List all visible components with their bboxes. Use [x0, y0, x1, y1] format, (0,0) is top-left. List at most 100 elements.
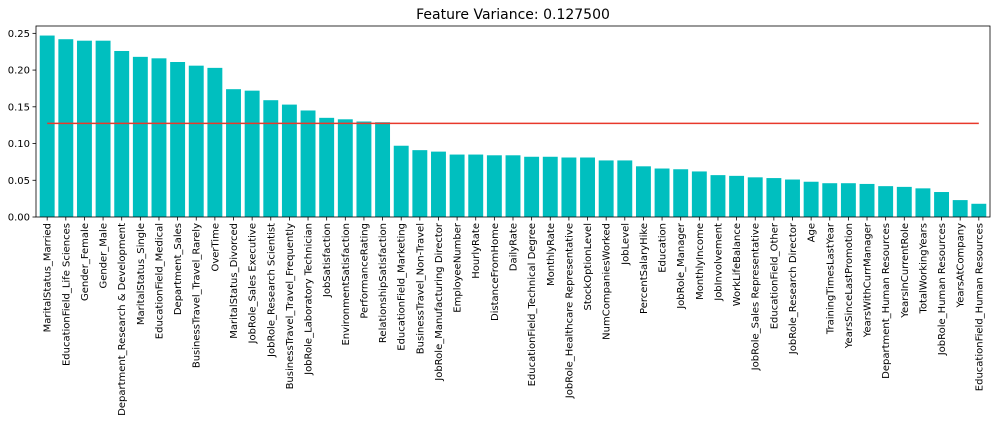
- x-tick-label-48: JobRole_Human Resources: [937, 223, 948, 356]
- bar-11: [244, 90, 260, 217]
- bar-22: [449, 154, 465, 217]
- x-axis-ticks: MaritalStatus_Married EducationField_Life…: [43, 217, 985, 416]
- bar-4: [114, 50, 130, 218]
- bar-25: [505, 155, 521, 217]
- x-tick-label-25: DailyRate: [509, 223, 520, 271]
- x-tick-label-29: StockOptionLevel: [583, 223, 594, 310]
- y-tick-label-2: 0.10: [8, 139, 30, 150]
- x-tick-label-6: EducationField_Medical: [154, 223, 165, 339]
- x-tick-label-23: HourlyRate: [471, 223, 482, 279]
- x-tick-label-14: JobRole_Laboratory Technician: [304, 223, 315, 376]
- x-tick-label-28: JobRole_Healthcare Representative: [564, 223, 575, 399]
- bar-46: [896, 186, 912, 217]
- bar-7: [170, 62, 186, 217]
- bar-17: [356, 121, 372, 217]
- x-tick-label-15: JobSatisfaction: [322, 223, 333, 298]
- bar-3: [95, 40, 111, 217]
- bar-24: [486, 155, 502, 217]
- bar-30: [598, 160, 614, 217]
- bar-47: [915, 188, 931, 217]
- x-tick-label-43: YearsSinceLastPromotion: [844, 223, 855, 349]
- bar-18: [375, 122, 391, 217]
- x-tick-label-45: Department_Human Resources: [881, 223, 892, 379]
- bar-50: [971, 203, 987, 217]
- bar-10: [226, 89, 241, 217]
- x-tick-label-18: RelationshipSatisfaction: [378, 223, 389, 343]
- bar-35: [691, 171, 707, 217]
- x-tick-label-38: JobRole_Sales Representative: [751, 223, 762, 371]
- bar-38: [747, 177, 763, 217]
- bar-31: [617, 160, 633, 217]
- x-tick-label-1: EducationField_Life Sciences: [61, 223, 72, 366]
- x-tick-label-24: DistanceFromHome: [490, 223, 501, 321]
- x-tick-label-34: JobRole_Manager: [676, 222, 687, 310]
- bar-37: [729, 175, 745, 217]
- bar-15: [319, 117, 335, 217]
- x-tick-label-9: OverTime: [210, 223, 221, 272]
- x-tick-label-17: PerformanceRating: [359, 223, 370, 319]
- x-tick-label-31: JobLevel: [620, 223, 631, 266]
- bar-40: [785, 179, 800, 217]
- y-tick-label-0: 0.00: [8, 213, 30, 224]
- x-tick-label-36: JobInvolvement: [713, 223, 724, 302]
- x-tick-label-30: NumCompaniesWorked: [602, 223, 613, 340]
- bar-41: [803, 181, 819, 217]
- x-tick-label-0: MaritalStatus_Married: [43, 223, 54, 332]
- bar-48: [934, 192, 950, 217]
- x-tick-label-37: WorkLifeBalance: [732, 223, 743, 306]
- bar-21: [431, 151, 446, 217]
- bar-27: [542, 156, 558, 217]
- x-tick-label-8: BusinessTravel_Travel_Rarely: [192, 223, 203, 368]
- x-tick-label-50: EducationField_Human Resources: [974, 223, 985, 391]
- x-tick-label-47: TotalWorkingYears: [918, 223, 929, 315]
- x-tick-label-16: EnvironmentSatisfaction: [341, 223, 352, 346]
- y-tick-label-5: 0.25: [8, 29, 30, 40]
- bar-28: [561, 157, 577, 217]
- bar-32: [635, 166, 651, 217]
- y-tick-label-4: 0.20: [8, 66, 30, 77]
- x-tick-label-4: Department_Research & Development: [117, 223, 128, 416]
- bar-13: [281, 104, 297, 217]
- bar-42: [822, 183, 838, 217]
- bar-45: [878, 186, 894, 217]
- bar-20: [412, 150, 428, 217]
- bar-43: [840, 183, 856, 217]
- bar-12: [263, 100, 279, 217]
- x-tick-label-27: MonthlyRate: [546, 223, 557, 286]
- x-tick-label-21: JobRole_Manufacturing Director: [434, 222, 445, 382]
- bar-36: [710, 175, 726, 217]
- x-tick-label-40: JobRole_Research Director: [788, 222, 799, 355]
- x-tick-label-22: EmployeeNumber: [453, 222, 464, 313]
- x-tick-label-44: YearsWithCurrManager: [863, 222, 874, 338]
- bar-26: [524, 156, 540, 217]
- chart-title: Feature Variance: 0.127500: [416, 7, 610, 23]
- y-tick-label-1: 0.05: [8, 176, 30, 187]
- x-tick-label-32: PercentSalaryHike: [639, 223, 650, 314]
- y-tick-label-3: 0.15: [8, 102, 30, 113]
- bar-39: [766, 178, 782, 217]
- x-tick-label-10: MaritalStatus_Divorced: [229, 223, 240, 339]
- x-tick-label-11: JobRole_Sales Executive: [248, 223, 259, 344]
- bar-49: [952, 200, 968, 217]
- bar-44: [859, 183, 875, 217]
- bars-layer: [39, 35, 987, 218]
- bar-16: [337, 119, 353, 217]
- bar-33: [654, 168, 670, 217]
- x-tick-label-19: EducationField_Marketing: [397, 223, 408, 351]
- y-axis-ticks: 0.00 0.05 0.10 0.15 0.20 0.25: [8, 29, 36, 224]
- x-tick-label-41: Age: [807, 223, 818, 242]
- bar-14: [300, 110, 316, 217]
- x-tick-label-5: MaritalStatus_Single: [136, 223, 147, 325]
- bar-1: [58, 39, 74, 217]
- bar-6: [151, 58, 167, 217]
- x-tick-label-13: BusinessTravel_Travel_Frequently: [285, 223, 296, 389]
- x-tick-label-33: Education: [658, 223, 669, 273]
- bar-23: [468, 154, 484, 217]
- bar-5: [132, 56, 148, 217]
- x-tick-label-20: BusinessTravel_Non-Travel: [415, 223, 426, 354]
- x-tick-label-7: Department_Sales: [173, 223, 184, 315]
- x-tick-label-12: JobRole_Research Scientist: [266, 223, 277, 358]
- x-tick-label-46: YearsInCurrentRole: [900, 223, 911, 319]
